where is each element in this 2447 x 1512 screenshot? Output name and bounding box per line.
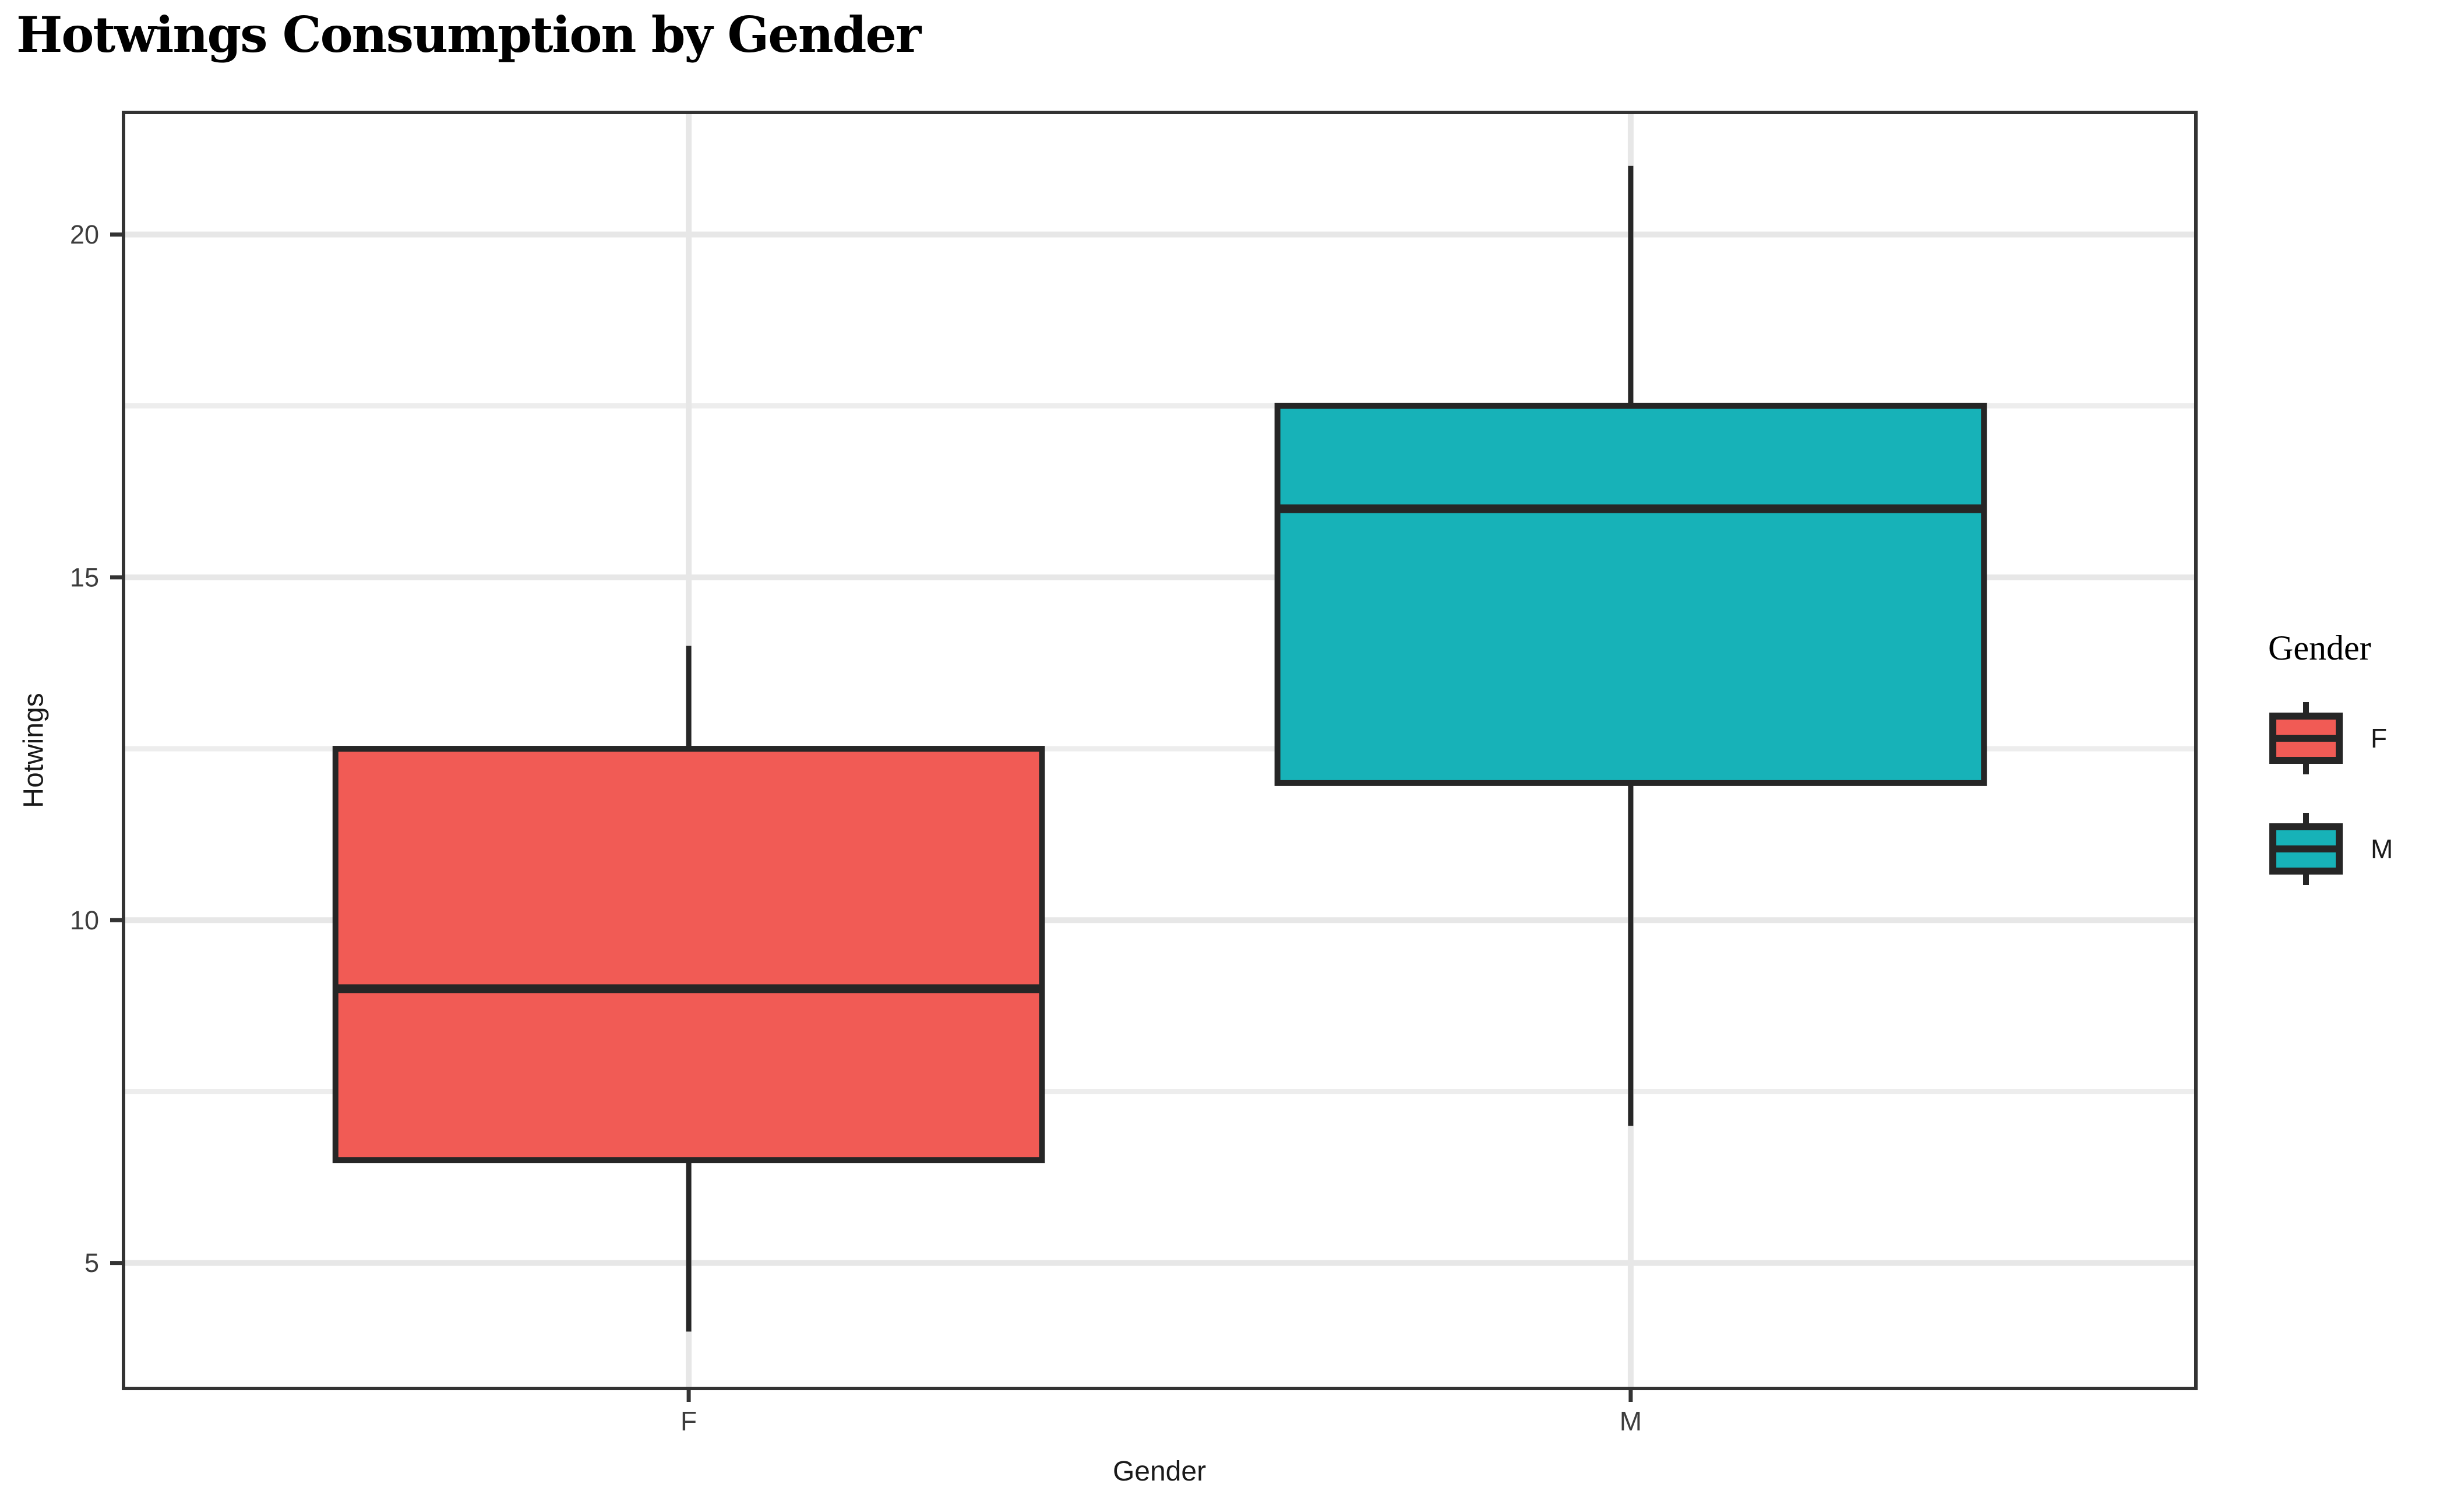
legend-entry-F: F	[2268, 702, 2447, 774]
legend-title: Gender	[2268, 629, 2371, 667]
y-tick-label-5: 5	[84, 1248, 99, 1278]
box-M	[1274, 403, 1987, 786]
boxplot-M	[1274, 165, 1987, 1126]
y-tick-label-10: 10	[70, 905, 99, 935]
legend-label-M: M	[2371, 834, 2393, 864]
legend-key-boxplot-icon	[2269, 813, 2343, 885]
panel-border	[122, 111, 2198, 1390]
legend-label-F: F	[2371, 723, 2388, 753]
y-axis-title: Hotwings	[18, 693, 50, 808]
x-axis-title: Gender	[1112, 1456, 1207, 1487]
box-F	[332, 746, 1045, 1164]
x-tick-label-M: M	[1620, 1406, 1642, 1436]
x-tick-label-F: F	[680, 1406, 697, 1436]
y-tick-label-20: 20	[70, 220, 99, 249]
chart-title: Hotwings Consumption by Gender	[16, 6, 921, 64]
y-tick-label-15: 15	[70, 562, 99, 592]
legend-entry-M: M	[2268, 813, 2447, 885]
boxplot-F	[332, 646, 1045, 1332]
legend-key-boxplot-icon	[2269, 702, 2343, 774]
